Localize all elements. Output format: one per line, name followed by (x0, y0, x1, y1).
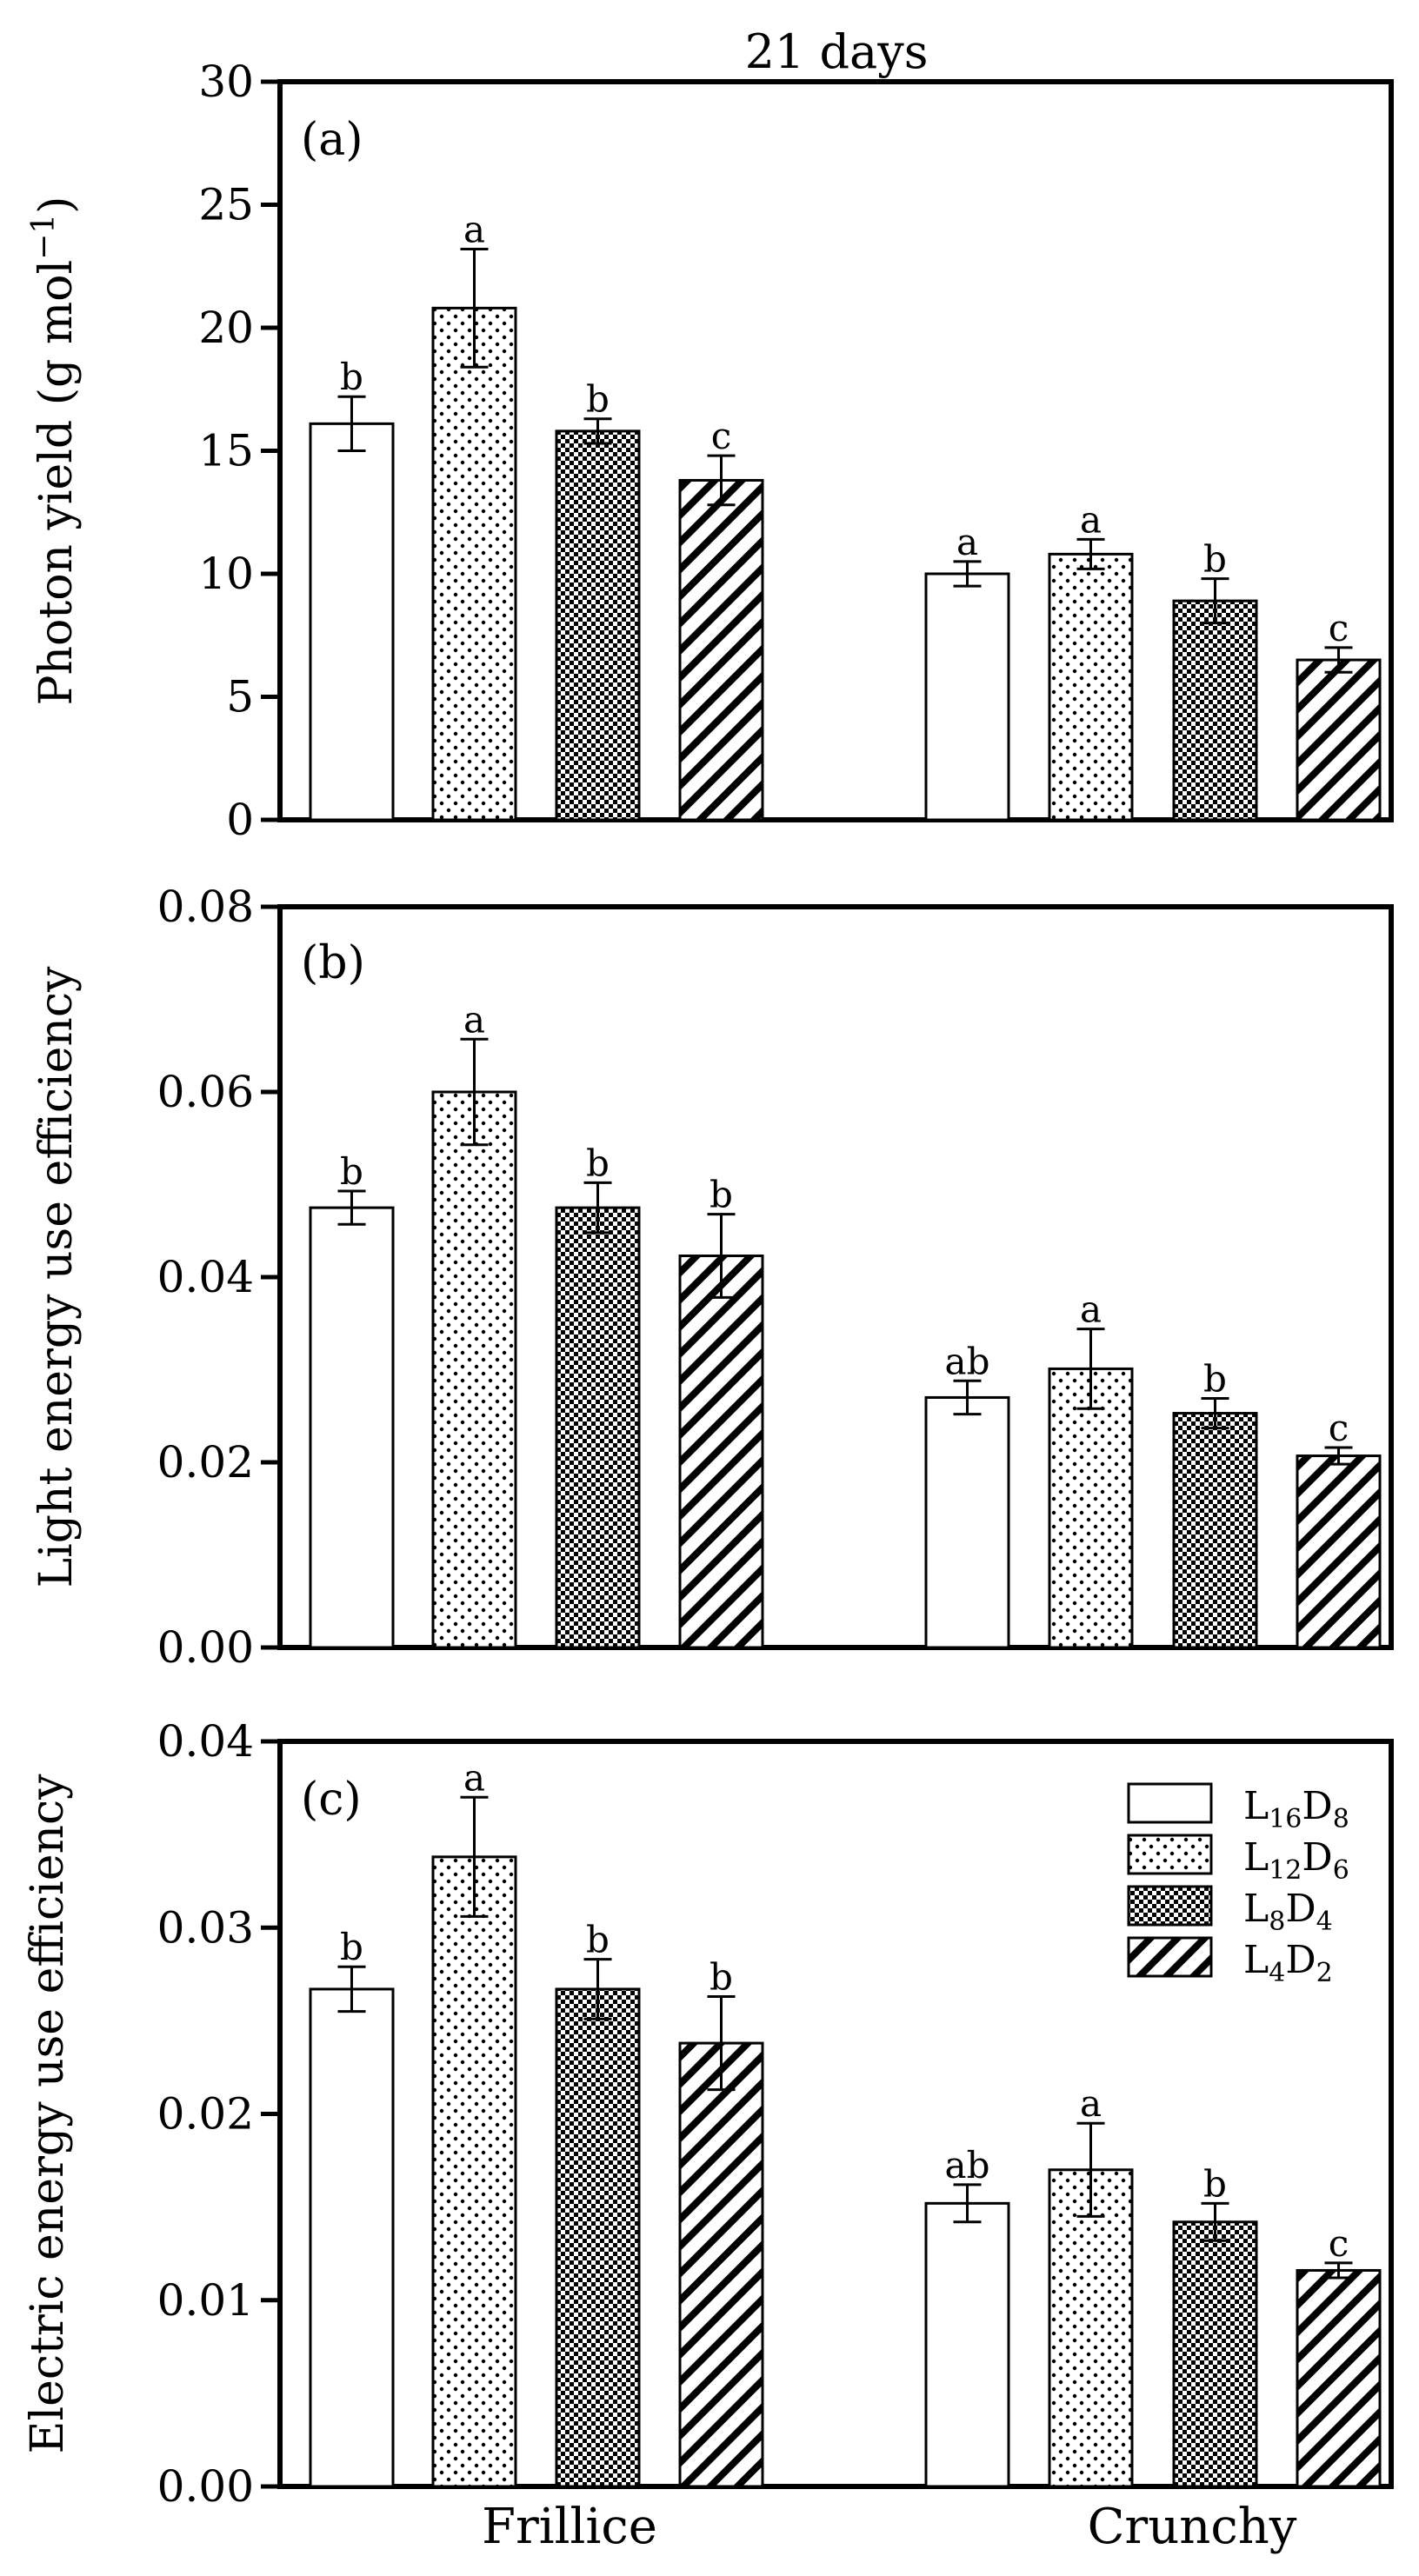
bar-b-frillice-L16D8 (309, 1206, 395, 1649)
sig-letter-b-0-2: b (586, 1142, 610, 1184)
bar-b-crunchy-L16D8 (924, 1395, 1010, 1649)
bar-b-frillice-L4D2 (678, 1255, 764, 1649)
legend-swatch-L4D2 (1127, 1936, 1213, 1978)
y-tick-label-b-3: 0.06 (157, 1067, 254, 1117)
y-tick-label-a-3: 15 (198, 426, 254, 476)
bar-b-crunchy-L12D6 (1048, 1367, 1134, 1649)
bar-a-crunchy-L8D4 (1172, 599, 1258, 822)
sig-letter-a-0-1: a (463, 208, 485, 250)
panel-label-a: (a) (301, 114, 363, 166)
y-axis-label-a: Photon yield (g mol−1) (26, 196, 83, 706)
y-tick-label-c-3: 0.03 (157, 1902, 254, 1953)
bar-c-frillice-L8D4 (555, 1987, 641, 2488)
sig-letter-b-1-3: c (1329, 1407, 1349, 1449)
x-category-labels: Frillice Crunchy (482, 2499, 1297, 2555)
sig-letter-c-1-1: a (1080, 2082, 1102, 2125)
panel-label-b: (b) (301, 937, 365, 989)
y-tick-label-a-1: 5 (226, 672, 254, 722)
y-axis-label-b: Light energy use efficiency (30, 966, 83, 1588)
bar-b-frillice-L12D6 (431, 1090, 517, 1649)
sig-letter-c-0-2: b (586, 1919, 610, 1961)
y-tick-label-c-1: 0.01 (157, 2275, 254, 2326)
sig-letter-b-0-0: b (340, 1150, 363, 1193)
y-tick-label-a-4: 20 (198, 303, 254, 353)
bar-c-crunchy-L12D6 (1048, 2168, 1134, 2488)
sig-letter-a-1-2: b (1203, 538, 1227, 581)
y-tick-label-b-4: 0.08 (157, 882, 254, 932)
panel-label-c: (c) (301, 1774, 362, 1826)
bar-c-crunchy-L8D4 (1172, 2220, 1258, 2488)
sig-letter-c-1-0: ab (945, 2144, 990, 2187)
sig-letter-a-1-3: c (1329, 607, 1349, 649)
y-tick-label-c-4: 0.04 (157, 1716, 254, 1767)
bar-a-crunchy-L16D8 (924, 572, 1010, 822)
sig-letter-b-1-1: a (1080, 1288, 1102, 1331)
bar-c-frillice-L4D2 (678, 2041, 764, 2488)
bar-b-frillice-L8D4 (555, 1206, 641, 1649)
sig-letter-c-1-2: b (1203, 2162, 1227, 2205)
sig-letter-b-0-1: a (463, 998, 485, 1041)
bar-a-frillice-L16D8 (309, 422, 395, 822)
y-tick-label-c-0: 0.00 (157, 2461, 254, 2512)
y-tick-label-b-0: 0.00 (157, 1622, 254, 1673)
y-axis-label-c: Electric energy use efficiency (22, 1774, 74, 2454)
legend-swatch-L8D4 (1127, 1885, 1213, 1927)
x-label-crunchy: Crunchy (1088, 2499, 1297, 2555)
bar-a-crunchy-L12D6 (1048, 552, 1134, 822)
bar-a-frillice-L12D6 (431, 306, 517, 822)
bar-b-crunchy-L4D2 (1296, 1454, 1382, 1649)
legend-swatch-L16D8 (1127, 1782, 1213, 1824)
panel-c: 0.00 0.01 0.02 0.03 0.04 Electric energy use … (22, 1716, 1394, 2512)
sig-letter-c-0-3: b (710, 1956, 733, 1999)
sig-letter-c-0-1: a (463, 1756, 485, 1799)
chart-title: 21 days (745, 24, 929, 79)
bar-a-frillice-L8D4 (555, 429, 641, 822)
sig-letter-b-0-3: b (710, 1174, 733, 1216)
sig-letter-c-0-0: b (340, 1926, 363, 1968)
y-tick-label-a-2: 10 (198, 549, 254, 599)
y-tick-label-c-2: 0.02 (157, 2089, 254, 2140)
bar-c-crunchy-L16D8 (924, 2201, 1010, 2488)
y-tick-label-b-1: 0.02 (157, 1437, 254, 1488)
y-tick-label-b-2: 0.04 (157, 1252, 254, 1302)
sig-letter-a-1-1: a (1080, 498, 1102, 541)
sig-letter-a-0-3: c (711, 415, 732, 457)
sig-letter-a-0-0: b (340, 356, 363, 398)
bar-a-frillice-L4D2 (678, 478, 764, 822)
bar-c-frillice-L12D6 (431, 1855, 517, 2488)
legend-swatch-L12D6 (1127, 1834, 1213, 1875)
sig-letter-a-1-0: a (956, 521, 978, 563)
sig-letter-b-1-0: ab (945, 1340, 990, 1382)
bar-b-crunchy-L8D4 (1172, 1412, 1258, 1649)
panel-a: 0 5 10 15 20 25 30 Photon yield (g mol−1) (a) b a b… (26, 57, 1394, 845)
panel-b: 0.00 0.02 0.04 0.06 0.08 Light energy use eff… (30, 882, 1394, 1673)
sig-letter-c-1-3: c (1329, 2222, 1349, 2265)
legend-label-L16D8: L16D8 (1243, 1784, 1349, 1834)
y-tick-label-a-6: 30 (198, 57, 254, 107)
x-label-frillice: Frillice (482, 2499, 657, 2555)
y-tick-label-a-0: 0 (226, 795, 254, 845)
sig-letter-b-1-2: b (1203, 1358, 1227, 1401)
sig-letter-a-0-2: b (586, 378, 610, 421)
legend-label-L12D6: L12D6 (1243, 1835, 1349, 1886)
bar-c-frillice-L16D8 (309, 1987, 395, 2488)
legend-label-L8D4: L8D4 (1243, 1887, 1333, 1937)
bar-a-crunchy-L4D2 (1296, 658, 1382, 822)
y-tick-label-a-5: 25 (198, 180, 254, 230)
bar-c-crunchy-L4D2 (1296, 2268, 1382, 2488)
legend-label-L4D2: L4D2 (1243, 1938, 1333, 1988)
